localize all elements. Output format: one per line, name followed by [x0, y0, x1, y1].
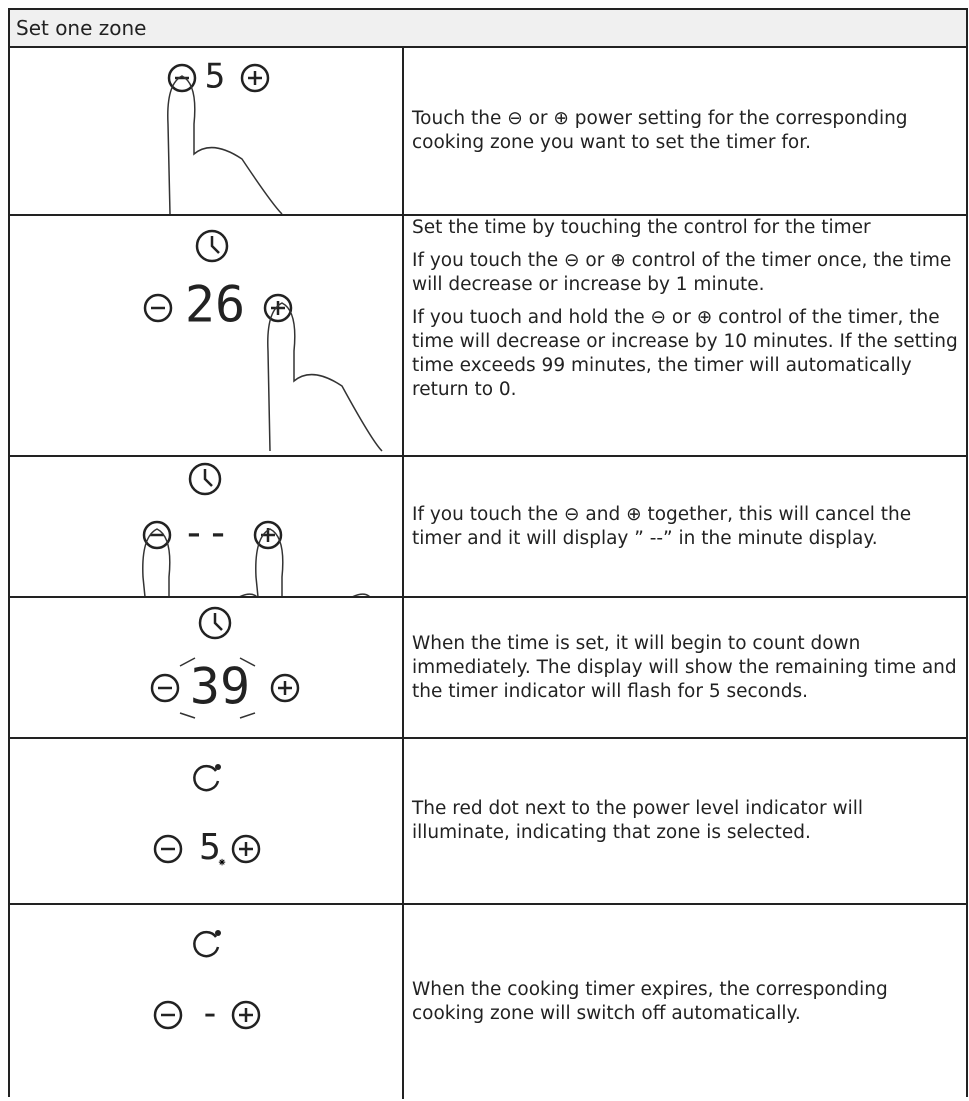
minus-icon — [153, 834, 183, 864]
instruction-cell: When the cooking timer expires, the corr… — [404, 905, 966, 1099]
instruction-text: Set the time by touching the control for… — [412, 217, 871, 238]
timer-hands — [213, 613, 223, 631]
minus-icon — [270, 673, 300, 703]
display-digits: 5 — [205, 57, 225, 97]
minus-icon — [240, 63, 270, 93]
instruction-text: When the time is set, it will begin to c… — [412, 632, 957, 702]
finger — [255, 528, 371, 613]
timer-hands — [210, 236, 220, 254]
illustration-cell: -- — [10, 457, 404, 613]
instruction-text: Touch the ⊖ or ⊕ power setting for the c… — [412, 108, 908, 153]
illustration-cell: 5 ⁕ — [10, 739, 404, 903]
zone-icon — [193, 764, 220, 792]
instruction-cell: Set the time by touching the control for… — [404, 216, 966, 455]
flash-mark — [179, 712, 196, 719]
display-digits: 39 — [190, 658, 250, 716]
instruction-text: If you touch the ⊖ or ⊕ control of the t… — [412, 250, 952, 295]
minus-icon — [167, 63, 197, 93]
finger — [267, 302, 383, 452]
timer-hands — [203, 469, 213, 487]
table-row: 5 ⁕ The red dot next to the power level in… — [10, 739, 966, 905]
instruction-cell: If you touch the ⊖ and ⊕ together, this … — [404, 457, 966, 596]
dot-flash: ⁕ — [217, 856, 227, 870]
illustration-cell: 39 — [10, 598, 404, 737]
display-digits: 26 — [185, 276, 245, 334]
section-title: Set one zone — [10, 10, 966, 48]
minus-icon — [231, 1000, 261, 1030]
minus-icon — [150, 673, 180, 703]
flash-mark — [239, 657, 256, 667]
document: Set one zone 5 Touch the ⊖ or ⊕ power set… — [8, 8, 968, 1099]
timer-icon — [188, 462, 222, 496]
instruction-cell: When the time is set, it will begin to c… — [404, 598, 966, 737]
illustration: 5 — [167, 57, 283, 215]
timer-icon — [195, 229, 229, 263]
flash-mark — [179, 657, 196, 667]
illustration-cell: 5 — [10, 48, 404, 215]
zone-dot — [215, 764, 221, 770]
display-digits: 5 — [199, 827, 221, 868]
illustration: - — [153, 930, 261, 1034]
table-row: 39 When the time is set, it will begin to… — [10, 598, 966, 739]
minus-icon — [253, 520, 283, 550]
table-row: - When the cooking timer expires, the cor… — [10, 905, 966, 1099]
instruction-cell: Touch the ⊖ or ⊕ power setting for the c… — [404, 48, 966, 214]
zone-dot — [215, 930, 221, 936]
instruction-cell: The red dot next to the power level indi… — [404, 739, 966, 903]
instruction-text: If you touch the ⊖ and ⊕ together, this … — [412, 503, 912, 549]
minus-icon — [153, 1000, 183, 1030]
display-digits: - — [199, 993, 221, 1034]
illustration-cell: - — [10, 905, 404, 1099]
instruction-text: When the cooking timer expires, the corr… — [412, 979, 888, 1024]
table-row: -- If you touch the ⊖ and ⊕ together, thi… — [10, 457, 966, 613]
flash-mark — [239, 712, 256, 719]
table-row: 26 Set the time by touching the control f… — [10, 216, 966, 457]
illustration: 39 — [150, 606, 300, 719]
minus-icon — [231, 834, 261, 864]
instruction-text: If you tuoch and hold the ⊖ or ⊕ control… — [412, 307, 958, 400]
illustration-cell: 26 — [10, 216, 404, 455]
instruction-text: The red dot next to the power level indi… — [412, 798, 864, 843]
finger — [167, 75, 283, 215]
minus-icon — [142, 520, 172, 550]
illustration: 5⁕ — [153, 764, 261, 870]
table: 5 Touch the ⊖ or ⊕ power setting for the … — [10, 48, 966, 1099]
timer-icon — [198, 606, 232, 640]
minus-icon — [263, 293, 293, 323]
zone-icon — [193, 930, 220, 958]
display-digits: -- — [182, 510, 230, 556]
minus-icon — [143, 293, 173, 323]
illustration: -- — [142, 462, 371, 613]
table-row: 5 Touch the ⊖ or ⊕ power setting for the … — [10, 48, 966, 216]
illustration: 26 — [143, 229, 383, 452]
